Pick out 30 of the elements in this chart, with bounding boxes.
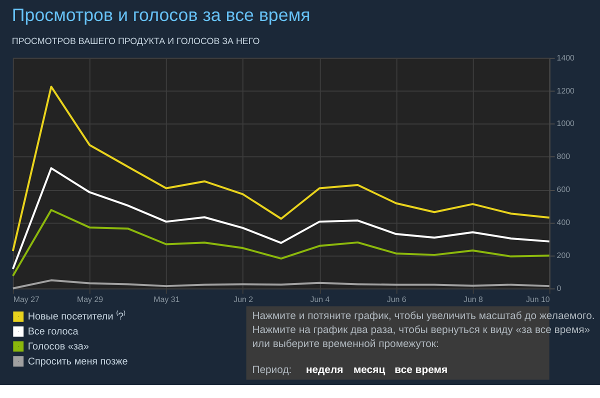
x-tick-label: May 27 <box>13 294 40 304</box>
text: месяц <box>353 364 386 376</box>
x-tick-label: May 31 <box>154 294 180 304</box>
y-tick-label: 600 <box>556 185 571 194</box>
x-tick-label: Jun 6 <box>386 294 407 304</box>
text: все время <box>394 364 448 376</box>
y-tick-label: 1400 <box>556 53 576 62</box>
legend-label: Голосов «за» <box>28 341 90 352</box>
y-tick-label: 0 <box>556 284 562 293</box>
text: неделя <box>306 364 344 376</box>
y-tick-label: 400 <box>556 218 571 227</box>
y-tick-label: 200 <box>556 250 571 260</box>
chart-title: Просмотров и голосов за все время <box>12 5 310 26</box>
legend-label: Новые посетители ⁽?⁾ <box>28 310 126 323</box>
line-series <box>12 209 550 277</box>
x-tick-label: Jun 8 <box>463 294 484 304</box>
x-tick-label: Jun 4 <box>310 294 330 304</box>
legend-label: Все голоса <box>28 326 79 338</box>
line-series <box>12 167 550 270</box>
x-tick-label: Jun 10 <box>526 294 550 304</box>
legend-label: Спросить меня позже <box>28 356 128 368</box>
chart-subtitle: ПРОСМОТРОВ ВАШЕГО ПРОДУКТА И ГОЛОСОВ ЗА НЕГО <box>12 36 260 46</box>
line-series <box>12 86 550 252</box>
y-tick-label: 800 <box>556 152 571 162</box>
text: Период: <box>252 364 292 376</box>
y-tick-label: 1000 <box>556 119 576 128</box>
y-tick-label: 1200 <box>556 86 576 96</box>
text: Нажмите и потяните график, чтобы увеличить масштаб до желаемого. Нажмите на график два раза, чтобы вернуться к виду «за все время» или выберите временной промежуток: <box>252 311 595 350</box>
x-tick-label: Jun 2 <box>234 294 254 304</box>
x-tick-label: May 29 <box>77 294 104 304</box>
